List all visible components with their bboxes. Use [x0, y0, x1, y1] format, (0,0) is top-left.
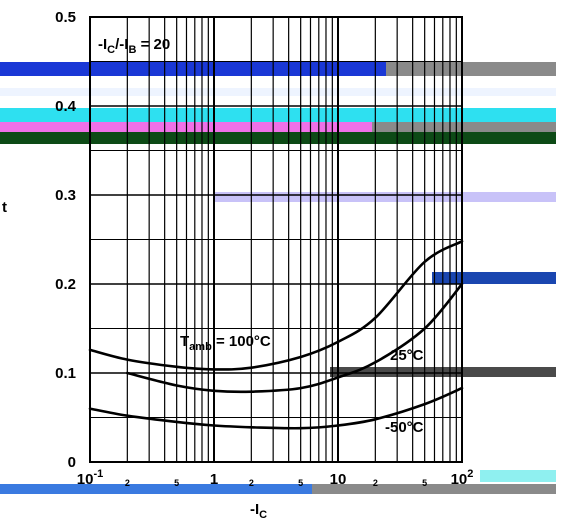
artifact-band-8: [214, 192, 556, 202]
y-tick-label: 0: [68, 454, 76, 471]
artifact-band-1: [0, 62, 386, 76]
series-label-25c: 25°C: [390, 347, 424, 364]
x-minor-tick-label: 5: [422, 478, 427, 488]
series-label-minus50c: -50°C: [385, 419, 424, 436]
y-tick-labels: 0 0.1 0.2 0.3 0.4 0.5: [55, 9, 77, 471]
y-tick-label: 0.5: [55, 9, 76, 26]
y-tick-label: 0.4: [55, 98, 77, 115]
x-minor-tick-label: 5: [298, 478, 303, 488]
artifact-band-12: [312, 484, 556, 494]
artifact-band-2: [386, 62, 556, 76]
artifact-band-4: [0, 108, 556, 122]
x-axis-label: -IC: [250, 501, 267, 518]
x-minor-tick-label: 2: [125, 478, 130, 488]
x-minor-tick-label: 2: [373, 478, 378, 488]
x-tick-label: 102: [451, 468, 474, 488]
x-tick-labels: 10-1 1 10 102 2 5 2 5 2 5: [77, 468, 474, 488]
grid: [90, 16, 462, 462]
series-line-1: [126, 282, 464, 394]
artifact-band-13: [480, 470, 556, 482]
series-label-100c: Tamb = 100°C: [180, 333, 271, 353]
artifact-band-11: [0, 484, 312, 494]
y-tick-label: 0.3: [55, 187, 76, 204]
x-tick-label: 10: [330, 471, 347, 488]
x-tick-label: 10-1: [77, 468, 103, 488]
x-tick-label: 1: [210, 471, 218, 488]
series-line-0: [88, 240, 464, 371]
y-tick-label: 0.1: [55, 365, 76, 382]
artifact-band-3: [0, 88, 556, 96]
artifact-band-6: [372, 122, 556, 132]
artifact-band-7: [0, 132, 556, 144]
x-minor-tick-label: 2: [249, 478, 254, 488]
plot-frame: [89, 16, 463, 463]
y-axis-label-fragment: t: [2, 199, 7, 216]
curves: [88, 240, 464, 430]
series-line-2: [88, 386, 464, 430]
condition-label: -IC/-IB = 20: [98, 36, 170, 56]
x-minor-tick-label: 5: [174, 478, 179, 488]
y-tick-label: 0.2: [55, 276, 76, 293]
